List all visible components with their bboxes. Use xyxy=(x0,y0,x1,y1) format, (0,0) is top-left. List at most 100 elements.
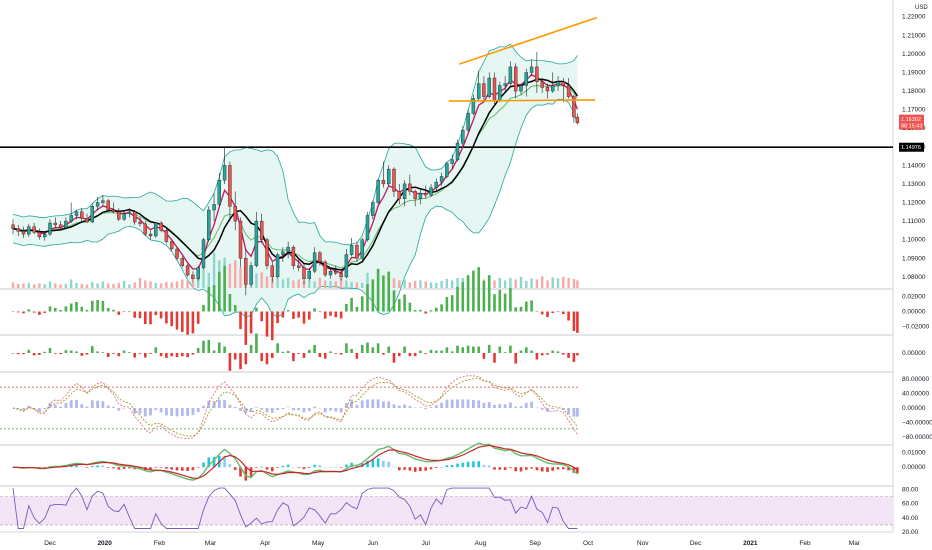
candle xyxy=(297,260,301,272)
candle-body xyxy=(302,267,306,279)
volume-bar xyxy=(567,277,570,288)
change-bar xyxy=(138,353,142,354)
bollinger-band-fill xyxy=(13,44,578,318)
candle xyxy=(439,172,444,186)
change-bar xyxy=(170,353,173,357)
macd-histogram-bar xyxy=(450,465,454,468)
macd-histogram-bar xyxy=(572,467,576,473)
candle-body xyxy=(434,181,438,188)
oscillator-bar xyxy=(244,408,248,414)
candle xyxy=(16,224,20,236)
oscillator-bar xyxy=(223,400,226,408)
indicator-3-tick-label: 0.00000 xyxy=(902,405,926,412)
macd-histogram-bar xyxy=(540,467,544,472)
momentum-bar xyxy=(482,280,486,312)
change-bar xyxy=(27,349,31,353)
volume-bar xyxy=(27,282,30,288)
oscillator-bar xyxy=(75,399,78,408)
candle-body xyxy=(106,200,110,211)
momentum-bar xyxy=(244,311,248,345)
change-bar xyxy=(286,351,290,353)
candle-body xyxy=(408,183,412,192)
candle xyxy=(233,191,237,231)
oscillator-bar xyxy=(239,408,242,411)
momentum-bar xyxy=(212,285,216,312)
oscillator-bar xyxy=(318,408,322,409)
oscillator-bar xyxy=(59,406,62,408)
candle-body xyxy=(381,179,386,185)
oscillator-bar xyxy=(297,408,301,411)
candle xyxy=(48,219,52,236)
macd-histogram-bar xyxy=(80,466,84,468)
oscillator-bar xyxy=(419,407,422,408)
candle xyxy=(371,200,375,220)
oscillator-bar xyxy=(572,408,576,417)
volume-bar xyxy=(302,280,306,288)
countdown-label: 88:15:43 xyxy=(901,124,922,130)
volume-bar xyxy=(234,260,237,288)
macd-histogram-bar xyxy=(228,464,232,468)
candle xyxy=(32,222,36,235)
macd-histogram-bar xyxy=(313,464,316,468)
candle-body xyxy=(376,179,380,203)
oscillator-bar xyxy=(371,399,375,408)
indicator-1-tick-label: 0.02000 xyxy=(902,294,926,301)
change-bar xyxy=(345,343,348,353)
volume-bar xyxy=(503,280,507,288)
macd-histogram-bar xyxy=(112,467,115,469)
oscillator-bar xyxy=(413,407,417,409)
oscillator-bar xyxy=(90,400,94,408)
oscillator-bar xyxy=(535,407,539,409)
candle xyxy=(291,245,296,270)
price-tick-label: 1.19000 xyxy=(902,69,926,76)
change-bar xyxy=(202,340,205,353)
oscillator-bar xyxy=(576,408,579,417)
candle-body xyxy=(69,215,73,222)
price-tick-label: 1.21000 xyxy=(902,32,926,39)
change-bar xyxy=(181,353,184,357)
oscillator-bar xyxy=(540,408,544,410)
momentum-bar xyxy=(530,300,533,312)
oscillator-bar xyxy=(38,408,41,412)
candle-body xyxy=(450,159,454,164)
oscillator-bar xyxy=(387,401,391,408)
macd-histogram-bar xyxy=(281,465,285,468)
volume-bar xyxy=(159,283,163,288)
candle xyxy=(212,193,216,222)
change-bar xyxy=(112,353,115,354)
indicator-2-tick-label: 0.00000 xyxy=(902,350,926,357)
momentum-bar xyxy=(11,311,15,313)
candle xyxy=(471,94,476,116)
change-bar xyxy=(355,353,359,359)
rsi-band-fill xyxy=(0,496,893,525)
change-bar xyxy=(493,353,496,363)
candle-body xyxy=(418,192,423,199)
candle-body xyxy=(154,222,158,237)
time-tick-label: Jul xyxy=(422,540,431,547)
macd-histogram-bar xyxy=(371,459,375,468)
change-bar xyxy=(144,353,147,358)
momentum-bar xyxy=(175,311,179,330)
volume-bar xyxy=(345,280,348,288)
momentum-bar xyxy=(435,307,438,312)
change-bar xyxy=(308,349,311,353)
momentum-bar xyxy=(461,282,465,312)
candle-body xyxy=(291,246,296,266)
momentum-bar xyxy=(186,311,189,335)
oscillator-bar xyxy=(133,408,137,414)
change-bar xyxy=(413,353,417,357)
oscillator-bar xyxy=(191,408,195,416)
macd-histogram-bar xyxy=(562,467,565,470)
currency-label: USD xyxy=(915,5,928,11)
oscillator-bar xyxy=(149,408,152,416)
candle-body xyxy=(466,113,470,131)
momentum-bar xyxy=(75,302,78,312)
candle-body xyxy=(185,265,190,276)
volume-bar xyxy=(551,277,554,288)
change-bar xyxy=(456,345,459,353)
change-bar xyxy=(350,349,353,353)
indicator-4-tick-label: 0.01000 xyxy=(902,449,926,456)
price-tick-label: 1.10000 xyxy=(902,237,926,244)
oscillator-bar xyxy=(43,408,47,410)
